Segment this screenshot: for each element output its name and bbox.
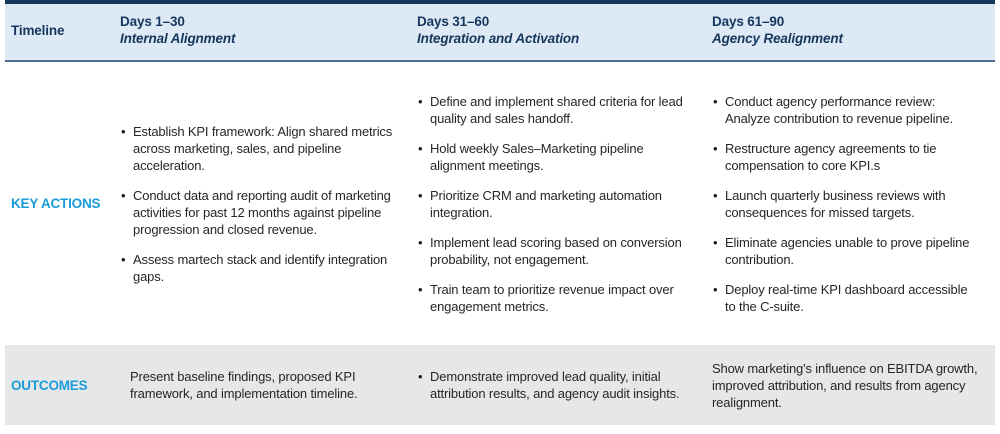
timeline-label: Timeline [11, 22, 65, 38]
list-item: Eliminate agencies unable to prove pipel… [712, 234, 981, 268]
phase-name: Integration and Activation [417, 31, 580, 46]
list-item: Establish KPI framework: Align shared me… [120, 123, 401, 174]
phase-name: Internal Alignment [120, 31, 236, 46]
bullet-list: Define and implement shared criteria for… [417, 93, 696, 315]
phase-days: Days 61–90 [712, 14, 785, 29]
list-item: Launch quarterly business reviews with c… [712, 187, 981, 221]
phase-days: Days 1–30 [120, 14, 185, 29]
key-actions-label-cell: KEY ACTIONS [5, 62, 118, 345]
outcomes-cell-phase-2: Demonstrate improved lead quality, initi… [415, 345, 710, 425]
outcomes-label-cell: OUTCOMES [5, 345, 118, 425]
list-item: Prioritize CRM and marketing automation … [417, 187, 696, 221]
key-actions-cell-phase-1: Establish KPI framework: Align shared me… [118, 62, 415, 345]
outcomes-label: OUTCOMES [11, 377, 88, 393]
header-cell-days-61-90: Days 61–90 Agency Realignment [710, 4, 995, 60]
key-actions-cell-phase-3: Conduct agency performance review: Analy… [710, 62, 995, 345]
key-actions-cell-phase-2: Define and implement shared criteria for… [415, 62, 710, 345]
bullet-list: Demonstrate improved lead quality, initi… [417, 368, 696, 402]
list-item: Deploy real-time KPI dashboard accessibl… [712, 281, 981, 315]
phase-days: Days 31–60 [417, 14, 490, 29]
header-cell-days-1-30: Days 1–30 Internal Alignment [118, 4, 415, 60]
header-cell-days-31-60: Days 31–60 Integration and Activation [415, 4, 710, 60]
phase-name: Agency Realignment [712, 31, 843, 46]
list-item: Conduct data and reporting audit of mark… [120, 187, 401, 238]
outcome-text: Present baseline findings, proposed KPI … [130, 369, 358, 401]
key-actions-label: KEY ACTIONS [11, 196, 101, 211]
list-item: Define and implement shared criteria for… [417, 93, 696, 127]
header-label-cell: Timeline [5, 4, 118, 60]
outcomes-cell-phase-3: Show marketing's influence on EBITDA gro… [710, 345, 995, 425]
list-item: Train team to prioritize revenue impact … [417, 281, 696, 315]
outcomes-row: OUTCOMES Present baseline findings, prop… [5, 345, 995, 425]
list-item: Assess martech stack and identify integr… [120, 251, 401, 285]
bullet-list: Establish KPI framework: Align shared me… [120, 123, 401, 285]
key-actions-row: KEY ACTIONS Establish KPI framework: Ali… [5, 62, 995, 345]
list-item: Conduct agency performance review: Analy… [712, 93, 981, 127]
list-item: Hold weekly Sales–Marketing pipeline ali… [417, 140, 696, 174]
list-item: Demonstrate improved lead quality, initi… [417, 368, 696, 402]
timeline-table: Timeline Days 1–30 Internal Alignment Da… [5, 0, 995, 425]
header-row: Timeline Days 1–30 Internal Alignment Da… [5, 4, 995, 62]
outcomes-cell-phase-1: Present baseline findings, proposed KPI … [118, 345, 415, 425]
bullet-list: Conduct agency performance review: Analy… [712, 93, 981, 315]
list-item: Restructure agency agreements to tie com… [712, 140, 981, 174]
list-item: Implement lead scoring based on conversi… [417, 234, 696, 268]
outcome-text: Show marketing's influence on EBITDA gro… [712, 360, 978, 410]
